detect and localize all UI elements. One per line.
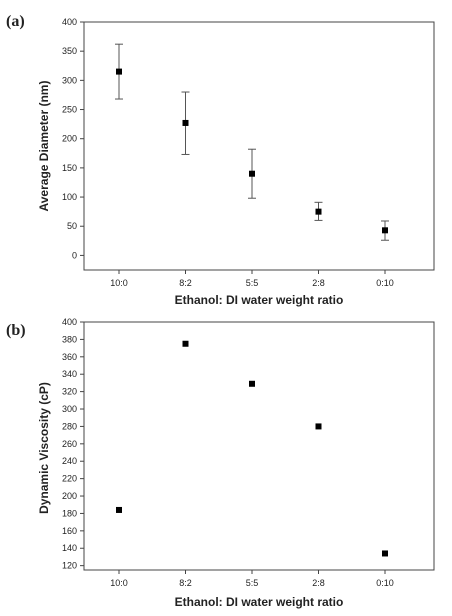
panel-a-data-point: [249, 170, 255, 177]
panel-b-x-tick-label: 0:10: [376, 578, 394, 588]
panel-b-x-axis-title: Ethanol: DI water weight ratio: [175, 595, 344, 609]
panel-a-y-axis-title: Average Diameter (nm): [37, 81, 51, 212]
panel-a-points: [116, 68, 388, 234]
panel-b-data-point: [182, 340, 189, 347]
panel-b-x-tick-label: 10:0: [110, 578, 128, 588]
panel-b-y-axis-title: Dynamic Viscosity (cP): [37, 382, 51, 514]
panel-b-y-tick-label: 180: [62, 508, 77, 518]
panel-b-y-tick-label: 300: [62, 404, 77, 414]
panel-a-x-tick-label: 0:10: [376, 278, 394, 288]
panel-b-y-tick-label: 320: [62, 387, 77, 397]
panel-a-label: (a): [6, 13, 25, 30]
panel-b-y-tick-label: 380: [62, 334, 77, 344]
panel-b-data-point: [116, 506, 122, 513]
panel-a-y-tick-label: 250: [62, 105, 77, 115]
panel-b-x-axis: 10:0 8:2 5:5 2:8 0:10: [110, 570, 394, 588]
panel-b-label: (b): [6, 322, 26, 339]
panel-a: (a) Average Diameter (nm) Ethanol: DI wa…: [6, 13, 435, 307]
panel-b-data-point: [315, 423, 322, 430]
panel-a-data-point: [116, 68, 122, 75]
panel-b-y-tick-label: 360: [62, 352, 77, 362]
panel-a-y-axis: 0 50 100 150 200 250 300 350 400: [62, 17, 84, 260]
panel-b-y-tick-label: 280: [62, 421, 77, 431]
panel-b-data-point: [249, 380, 255, 387]
panel-a-x-axis: 10:0 8:2 5:5 2:8 0:10: [110, 270, 394, 288]
panel-a-plot-frame: [83, 21, 435, 271]
panel-b-y-tick-label: 220: [62, 474, 77, 484]
panel-b-data-point: [382, 550, 388, 557]
panel-a-data-point: [182, 119, 189, 126]
panel-a-data-point: [382, 227, 388, 234]
panel-a-x-axis-title: Ethanol: DI water weight ratio: [175, 293, 344, 307]
panel-b-y-tick-label: 200: [62, 491, 77, 501]
panel-a-x-tick-label: 10:0: [110, 278, 128, 288]
panel-a-y-tick-label: 200: [62, 134, 77, 144]
panel-b-y-tick-label: 240: [62, 456, 77, 466]
panel-a-error-bars: [115, 43, 389, 241]
panel-a-x-tick-label: 8:2: [179, 278, 192, 288]
panel-b-plot-frame: [83, 321, 435, 571]
panel-b-y-tick-label: 160: [62, 526, 77, 536]
panel-b-y-tick-label: 140: [62, 543, 77, 553]
panel-b-points: [116, 340, 388, 557]
panel-b: (b) Dynamic Viscosity (cP) Ethanol: DI w…: [6, 317, 435, 609]
panel-b-y-tick-label: 120: [62, 561, 77, 571]
panel-a-x-tick-label: 2:8: [312, 278, 325, 288]
panel-a-x-tick-label: 5:5: [246, 278, 259, 288]
panel-b-x-tick-label: 5:5: [246, 578, 259, 588]
panel-a-y-tick-label: 400: [62, 17, 77, 27]
panel-b-y-tick-label: 260: [62, 439, 77, 449]
panel-a-y-tick-label: 300: [62, 75, 77, 85]
panel-a-data-point: [315, 208, 322, 215]
panel-a-y-tick-label: 0: [72, 250, 77, 260]
panel-a-y-tick-label: 100: [62, 192, 77, 202]
panel-a-y-tick-label: 350: [62, 46, 77, 56]
panel-a-y-tick-label: 150: [62, 163, 77, 173]
panel-b-y-axis: 120 140 160 180 200 220 240 260 280 300 320 340 360 3…: [62, 317, 84, 571]
panel-b-x-tick-label: 2:8: [312, 578, 325, 588]
panel-b-x-tick-label: 8:2: [179, 578, 192, 588]
panel-b-y-tick-label: 340: [62, 369, 77, 379]
panel-b-y-tick-label: 400: [62, 317, 77, 327]
panel-a-y-tick-label: 50: [67, 221, 77, 231]
